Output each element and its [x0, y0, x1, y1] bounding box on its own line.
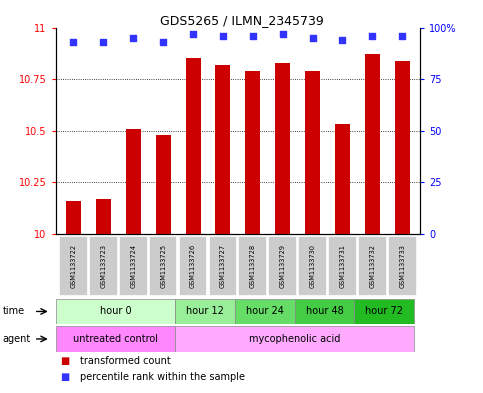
Bar	[126, 129, 141, 234]
Bar	[209, 237, 237, 296]
Bar	[235, 299, 295, 324]
Bar	[179, 237, 207, 296]
Text: hour 0: hour 0	[99, 307, 131, 316]
Text: GSM1133722: GSM1133722	[71, 244, 76, 288]
Bar	[275, 62, 290, 234]
Text: agent: agent	[2, 334, 30, 344]
Text: hour 24: hour 24	[246, 307, 284, 316]
Text: GSM1133731: GSM1133731	[340, 244, 345, 288]
Bar	[298, 237, 327, 296]
Text: untreated control: untreated control	[73, 334, 158, 344]
Bar	[245, 71, 260, 234]
Point	[219, 33, 227, 39]
Point	[339, 37, 346, 43]
Bar	[358, 237, 387, 296]
Point	[309, 35, 316, 41]
Point	[159, 39, 167, 45]
Bar	[56, 326, 175, 352]
Text: GSM1133730: GSM1133730	[310, 244, 315, 288]
Bar	[56, 299, 175, 324]
Bar	[149, 237, 177, 296]
Bar	[175, 299, 235, 324]
Bar	[395, 61, 410, 234]
Point	[129, 35, 137, 41]
Bar	[388, 237, 417, 296]
Text: hour 12: hour 12	[186, 307, 224, 316]
Text: hour 72: hour 72	[365, 307, 403, 316]
Text: ■: ■	[60, 356, 70, 365]
Bar	[175, 326, 414, 352]
Bar	[215, 64, 230, 234]
Text: mycophenolic acid: mycophenolic acid	[249, 334, 341, 344]
Text: GSM1133728: GSM1133728	[250, 244, 256, 288]
Text: GSM1133724: GSM1133724	[130, 244, 136, 288]
Text: GSM1133733: GSM1133733	[399, 244, 405, 288]
Point	[369, 33, 376, 39]
Text: GSM1133727: GSM1133727	[220, 244, 226, 288]
Bar	[305, 71, 320, 234]
Bar	[365, 54, 380, 234]
Point	[398, 33, 406, 39]
Bar	[335, 125, 350, 234]
Bar	[119, 237, 148, 296]
Point	[99, 39, 107, 45]
Text: GSM1133723: GSM1133723	[100, 244, 106, 288]
Text: transformed count: transformed count	[80, 356, 170, 365]
Bar	[239, 237, 267, 296]
Point	[189, 31, 197, 37]
Text: GSM1133725: GSM1133725	[160, 244, 166, 288]
Bar	[66, 201, 81, 234]
Text: percentile rank within the sample: percentile rank within the sample	[80, 372, 245, 382]
Bar	[59, 237, 88, 296]
Text: GDS5265 / ILMN_2345739: GDS5265 / ILMN_2345739	[159, 14, 324, 27]
Point	[249, 33, 256, 39]
Bar	[96, 199, 111, 234]
Bar	[185, 59, 200, 234]
Text: hour 48: hour 48	[306, 307, 343, 316]
Bar	[355, 299, 414, 324]
Point	[279, 31, 286, 37]
Text: ■: ■	[60, 372, 70, 382]
Text: GSM1133726: GSM1133726	[190, 244, 196, 288]
Text: GSM1133732: GSM1133732	[369, 244, 375, 288]
Bar	[328, 237, 357, 296]
Text: time: time	[2, 307, 25, 316]
Bar	[269, 237, 297, 296]
Bar	[156, 135, 170, 234]
Point	[70, 39, 77, 45]
Text: GSM1133729: GSM1133729	[280, 244, 286, 288]
Bar	[295, 299, 355, 324]
Bar	[89, 237, 118, 296]
